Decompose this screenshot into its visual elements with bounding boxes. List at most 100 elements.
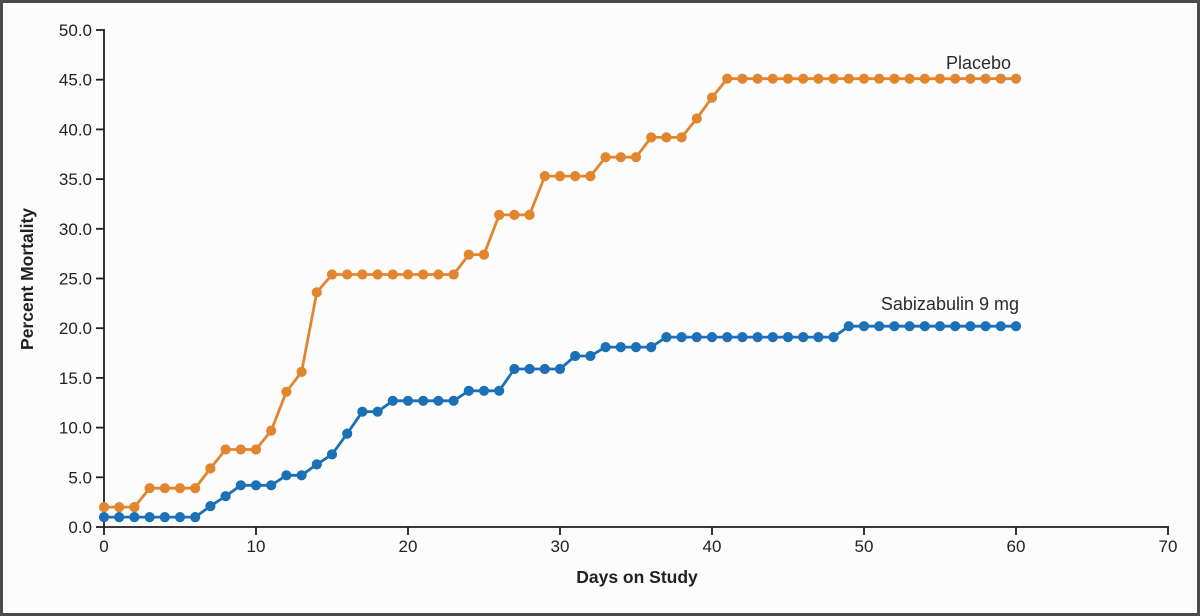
- data-point-sabizabulin: [706, 332, 718, 343]
- data-point-sabizabulin: [919, 321, 930, 332]
- data-point-sabizabulin: [463, 385, 474, 396]
- x-tick-label: 20: [399, 537, 418, 556]
- data-point-sabizabulin: [129, 511, 140, 523]
- data-point-placebo: [843, 73, 854, 84]
- data-point-placebo: [722, 73, 733, 84]
- data-point-sabizabulin: [934, 321, 946, 332]
- data-point-placebo: [129, 502, 140, 513]
- data-point-placebo: [554, 171, 566, 182]
- data-point-placebo: [159, 483, 170, 494]
- data-point-placebo: [372, 269, 383, 280]
- data-point-placebo: [494, 209, 505, 220]
- data-point-placebo: [235, 444, 246, 455]
- data-point-sabizabulin: [448, 395, 459, 406]
- x-tick-label: 70: [1159, 537, 1178, 556]
- mortality-line-chart: 0.0 5.0 10.0 15.0 20.0 25.0 30.0 35.0 40.0 45.0 50…: [17, 21, 1178, 587]
- data-point-sabizabulin: [995, 321, 1006, 332]
- data-point-sabizabulin: [250, 480, 262, 491]
- y-tick-label: 30.0: [59, 220, 92, 239]
- data-point-placebo: [676, 132, 687, 143]
- y-tick-label: 25.0: [59, 270, 92, 289]
- y-tick-label: 45.0: [59, 71, 92, 90]
- data-point-placebo: [646, 132, 657, 143]
- data-point-sabizabulin: [98, 511, 110, 523]
- x-tick-label: 60: [1007, 537, 1026, 556]
- y-tick-label: 5.0: [68, 468, 92, 487]
- data-point-placebo: [478, 249, 490, 260]
- data-point-placebo: [402, 269, 414, 280]
- data-point-sabizabulin: [266, 480, 277, 491]
- x-axis-title: Days on Study: [576, 567, 698, 587]
- data-point-placebo: [767, 73, 778, 84]
- y-tick-label: 35.0: [59, 170, 92, 189]
- data-point-sabizabulin: [281, 470, 292, 481]
- data-point-placebo: [266, 425, 277, 436]
- data-point-sabizabulin: [630, 342, 642, 353]
- data-point-sabizabulin: [387, 395, 398, 406]
- data-point-placebo: [934, 73, 946, 84]
- data-point-sabizabulin: [311, 459, 322, 470]
- data-point-sabizabulin: [114, 511, 125, 523]
- data-point-sabizabulin: [767, 332, 778, 343]
- data-point-sabizabulin: [342, 428, 353, 439]
- data-point-placebo: [281, 386, 292, 397]
- data-point-placebo: [782, 73, 794, 84]
- series-label-placebo: Placebo: [946, 53, 1011, 73]
- data-point-sabizabulin: [813, 332, 824, 343]
- data-point-sabizabulin: [904, 321, 915, 332]
- x-tick-label: 50: [855, 537, 874, 556]
- data-point-placebo: [904, 73, 915, 84]
- data-point-sabizabulin: [478, 385, 490, 396]
- data-point-placebo: [114, 502, 125, 513]
- data-point-sabizabulin: [980, 321, 991, 332]
- data-point-sabizabulin: [144, 511, 155, 523]
- data-point-placebo: [524, 209, 535, 220]
- data-point-placebo: [858, 73, 870, 84]
- data-point-sabizabulin: [190, 511, 201, 523]
- data-point-placebo: [342, 269, 353, 280]
- data-point-sabizabulin: [752, 332, 763, 343]
- data-point-sabizabulin: [950, 321, 961, 332]
- y-tick-label: 40.0: [59, 120, 92, 139]
- data-point-placebo: [98, 502, 110, 513]
- data-point-sabizabulin: [1010, 321, 1022, 332]
- series-line-placebo: [102, 77, 1018, 509]
- data-point-placebo: [174, 483, 186, 494]
- series-layer: [98, 73, 1022, 523]
- data-point-sabizabulin: [372, 406, 383, 417]
- data-point-placebo: [798, 73, 809, 84]
- y-tick-label: 15.0: [59, 369, 92, 388]
- data-point-placebo: [585, 171, 596, 182]
- data-point-sabizabulin: [159, 511, 170, 523]
- data-point-placebo: [311, 287, 322, 298]
- data-point-placebo: [965, 73, 976, 84]
- data-point-sabizabulin: [676, 332, 687, 343]
- data-point-sabizabulin: [889, 321, 900, 332]
- y-tick-label: 50.0: [59, 21, 92, 40]
- data-point-sabizabulin: [828, 332, 839, 343]
- data-point-placebo: [387, 269, 398, 280]
- data-point-sabizabulin: [691, 332, 702, 343]
- data-point-sabizabulin: [357, 406, 368, 417]
- data-point-sabizabulin: [615, 342, 626, 353]
- data-point-placebo: [752, 73, 763, 84]
- y-axis-title: Percent Mortality: [17, 208, 37, 350]
- data-point-placebo: [326, 269, 338, 280]
- x-tick-label: 10: [247, 537, 266, 556]
- data-point-placebo: [828, 73, 839, 84]
- data-point-placebo: [250, 444, 262, 455]
- data-point-sabizabulin: [798, 332, 809, 343]
- data-point-sabizabulin: [494, 385, 505, 396]
- data-point-sabizabulin: [737, 332, 748, 343]
- data-point-placebo: [357, 269, 368, 280]
- x-tick-label: 40: [703, 537, 722, 556]
- data-point-placebo: [190, 483, 201, 494]
- axes-layer: 0.0 5.0 10.0 15.0 20.0 25.0 30.0 35.0 40.0 45.0 50…: [59, 21, 1178, 556]
- data-point-sabizabulin: [646, 342, 657, 353]
- data-point-sabizabulin: [661, 332, 672, 343]
- data-point-placebo: [1010, 73, 1022, 84]
- data-point-sabizabulin: [418, 395, 429, 406]
- data-point-placebo: [539, 171, 550, 182]
- data-point-placebo: [980, 73, 991, 84]
- series-label-sabizabulin: Sabizabulin 9 mg: [881, 294, 1019, 314]
